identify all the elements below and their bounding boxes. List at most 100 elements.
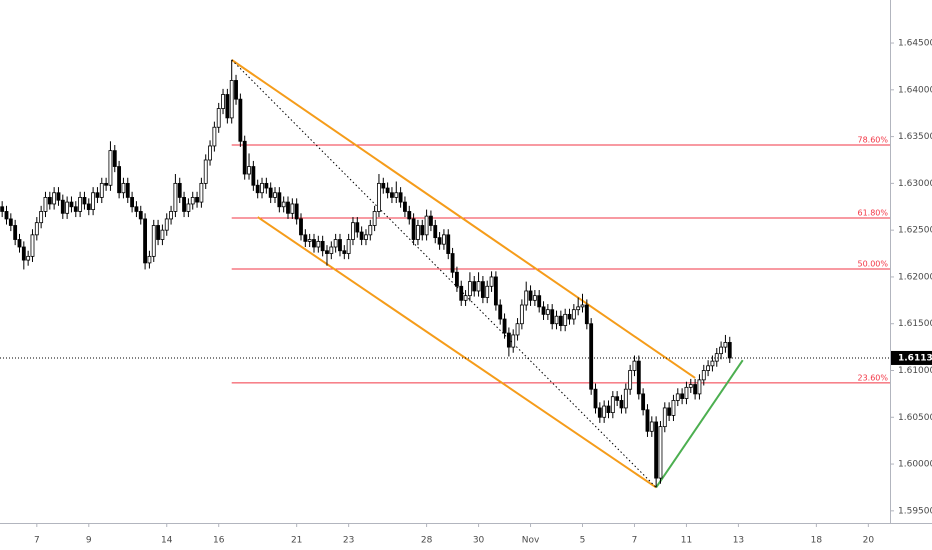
- candle-body: [506, 332, 511, 348]
- candle-body: [442, 234, 446, 245]
- candle-body: [437, 237, 442, 245]
- candle-body: [381, 182, 386, 189]
- candle-body: [39, 211, 44, 224]
- candle-body: [368, 225, 373, 236]
- candle-body: [364, 234, 368, 240]
- candle-body: [580, 304, 585, 308]
- candle-body: [65, 201, 70, 214]
- candle-body: [632, 360, 637, 371]
- candle-body: [225, 94, 230, 119]
- candle-body: [316, 240, 321, 248]
- candle-body: [411, 218, 416, 240]
- last-price-label: 1.61134: [898, 353, 932, 363]
- candle-body: [654, 421, 659, 479]
- y-tick-label: 1.64000: [898, 85, 932, 95]
- candle-body: [680, 393, 685, 399]
- candle-body: [255, 184, 260, 194]
- candle-body: [173, 182, 178, 212]
- candle-body: [610, 396, 615, 413]
- y-tick-label: 1.60500: [898, 413, 932, 423]
- candle-body: [212, 126, 217, 147]
- candle-body: [21, 246, 26, 261]
- candle-body: [493, 276, 498, 306]
- candle-body: [147, 255, 152, 264]
- candle-body: [164, 218, 169, 231]
- candle-body: [576, 306, 581, 311]
- candle-body: [706, 365, 711, 371]
- candle-body: [355, 222, 360, 233]
- candle-body: [13, 225, 18, 240]
- candle-body: [429, 215, 433, 226]
- candle-body: [420, 225, 425, 236]
- fib-label: 23.60%: [857, 373, 888, 382]
- candle-body: [641, 393, 646, 411]
- candle-body: [26, 255, 31, 261]
- y-tick-label: 1.62000: [898, 272, 932, 282]
- candle-body: [229, 80, 234, 119]
- candle-body: [130, 197, 135, 208]
- candle-body: [117, 166, 122, 194]
- x-tick-label: Nov: [522, 536, 540, 546]
- candle-body: [56, 192, 61, 201]
- candle-body: [195, 197, 199, 203]
- candle-body: [277, 192, 282, 208]
- candle-body: [519, 304, 524, 325]
- candle-body: [454, 271, 459, 287]
- candle-body: [394, 192, 399, 198]
- candle-body: [385, 187, 390, 194]
- trend-line: [257, 216, 657, 489]
- candle-body: [4, 211, 9, 220]
- candle-body: [86, 203, 91, 210]
- candle-body: [177, 182, 182, 198]
- candle-body: [333, 239, 338, 248]
- y-tick-label: 1.59500: [898, 506, 932, 516]
- x-tick-label: 21: [291, 536, 302, 546]
- candle-body: [60, 199, 65, 214]
- candle-body: [134, 206, 139, 212]
- candle-body: [199, 182, 204, 203]
- candle-body: [602, 405, 607, 418]
- candle-body: [43, 197, 48, 212]
- candle-body: [489, 276, 494, 287]
- candle-body: [558, 315, 563, 326]
- candle-body: [450, 253, 455, 273]
- x-tick-label: 7: [34, 536, 40, 546]
- candle-body: [17, 239, 22, 248]
- candle-body: [99, 182, 104, 198]
- candle-body: [571, 309, 576, 320]
- candle-body: [320, 240, 325, 252]
- candle-body: [667, 407, 672, 416]
- candle-body: [264, 182, 269, 189]
- candle-body: [82, 197, 87, 205]
- candle-body: [203, 159, 208, 184]
- candle-body: [463, 295, 468, 301]
- candle-body: [697, 379, 702, 395]
- candle-body: [34, 222, 39, 236]
- candle-body: [273, 192, 277, 198]
- candle-body: [307, 239, 312, 242]
- candle-body: [485, 285, 490, 298]
- candle-body: [407, 211, 412, 220]
- candle-body: [73, 206, 78, 212]
- candle-body: [359, 231, 364, 240]
- candle-body: [403, 201, 407, 212]
- candle-body: [502, 318, 507, 334]
- candle-body: [190, 197, 195, 205]
- candle-body: [528, 290, 533, 301]
- y-tick-label: 1.60000: [898, 460, 932, 470]
- candle-body: [710, 360, 715, 367]
- candle-body: [589, 323, 594, 390]
- candle-body: [47, 197, 52, 205]
- x-tick-label: 28: [421, 536, 433, 546]
- candle-body: [524, 290, 529, 306]
- y-tick-label: 1.62500: [898, 226, 932, 236]
- candle-body: [480, 281, 485, 298]
- candle-body: [714, 353, 719, 362]
- candle-body: [593, 388, 598, 409]
- candle-body: [234, 80, 238, 100]
- candle-body: [416, 225, 420, 240]
- candle-body: [30, 234, 35, 257]
- candle-body: [104, 182, 109, 186]
- candle-body: [351, 222, 355, 240]
- candle-body: [619, 400, 624, 409]
